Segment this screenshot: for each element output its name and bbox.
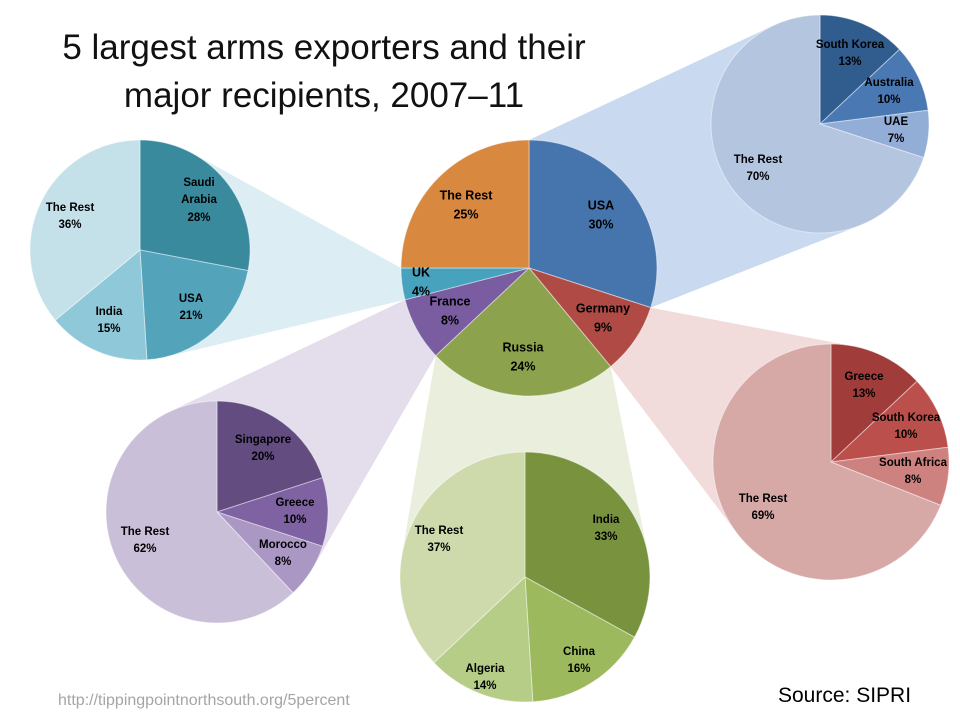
recipients-germany-slice-the-rest (712, 343, 942, 581)
recipients-uk-slice-usa (139, 249, 249, 361)
recipients-france-slice-the-rest (105, 400, 294, 624)
recipients-russia-slice-the-rest (399, 451, 526, 664)
exporters-slice-france (404, 267, 530, 357)
recipients-germany-slice-south-africa (830, 446, 950, 506)
footer-url: http://tippingpointnorthsouth.org/5perce… (58, 692, 350, 709)
recipients-uk-slice-the-rest (29, 139, 141, 321)
source-credit: Source: SIPRI (778, 684, 912, 707)
recipients-france-slice-morocco (216, 511, 324, 594)
exporters-slice-uk (400, 267, 530, 301)
exporters-slice-the-rest (400, 139, 530, 269)
exporters-slice-russia (435, 267, 612, 397)
recipients-uk-slice-saudi-arabia (139, 139, 251, 272)
recipients-germany-slice-south-korea (830, 380, 949, 463)
recipients-russia-slice-algeria (433, 576, 534, 703)
title-line-2: major recipients, 2007–11 (123, 76, 525, 115)
recipients-france-slice-singapore (216, 400, 324, 513)
beam-france (169, 299, 436, 568)
exporters-slice-germany (528, 267, 652, 368)
recipients-usa-slice-uae (819, 109, 930, 159)
recipients-usa-slice-the-rest (710, 14, 925, 234)
recipients-uk-slice-india (54, 249, 148, 361)
recipients-usa-slice-south-korea (819, 14, 900, 125)
recipients-russia-slice-china (524, 576, 635, 703)
recipients-germany-slice-greece (830, 343, 918, 463)
recipients-usa-slice-australia (819, 48, 929, 125)
title-line-1: 5 largest arms exporters and their (62, 28, 586, 67)
recipients-france-slice-greece (216, 477, 329, 547)
recipients-russia-slice-india (524, 451, 651, 638)
slide-title: 5 largest arms exporters and their major… (8, 24, 640, 120)
exporters-slice-usa (528, 139, 658, 309)
